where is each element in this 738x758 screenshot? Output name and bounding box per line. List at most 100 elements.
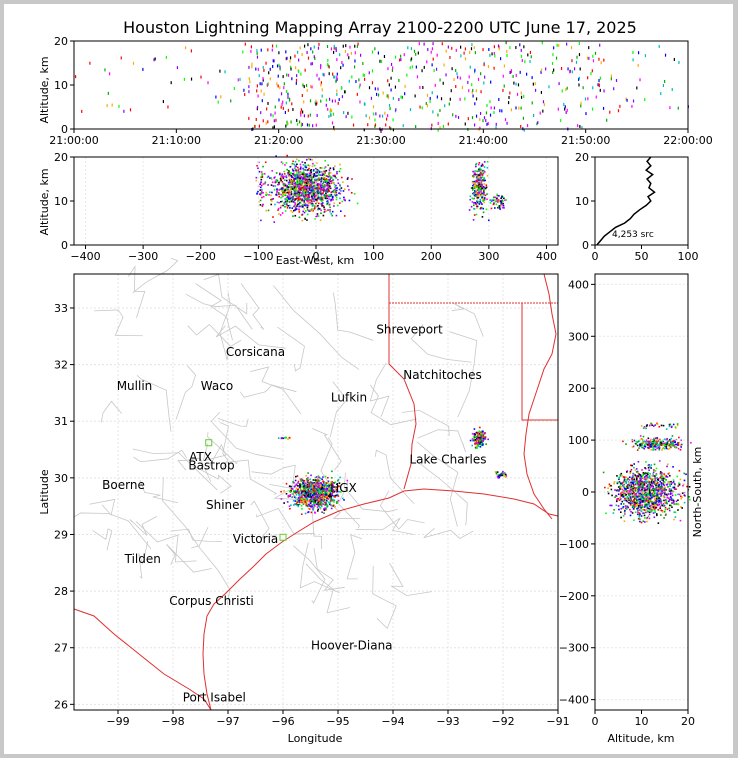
map-point (337, 479, 339, 482)
ew-point (302, 173, 304, 176)
ew-point (317, 169, 320, 172)
time-point (331, 121, 334, 125)
ns-point (637, 486, 640, 489)
ew-point (281, 195, 284, 197)
time-point (426, 104, 429, 108)
ew-point (313, 193, 315, 195)
time-point (310, 47, 312, 51)
map-point (292, 499, 295, 502)
city-label: Mullin (117, 379, 153, 393)
ew-point (323, 210, 326, 213)
map-point (321, 478, 323, 481)
map-point (313, 484, 315, 487)
ns-point (688, 496, 690, 498)
map-point (311, 492, 314, 495)
map-point (293, 489, 295, 492)
ew-point (288, 204, 291, 207)
ns-point (633, 439, 636, 442)
ns-point (649, 507, 652, 510)
ew-point (270, 177, 272, 179)
map-point (295, 487, 298, 490)
ew-point (298, 186, 301, 188)
time-point (336, 77, 338, 81)
ns-point (645, 467, 647, 470)
map-point (319, 507, 321, 509)
ew-point (290, 190, 293, 193)
ew-point (310, 175, 313, 178)
ew-point (329, 209, 331, 211)
map-point (294, 503, 297, 505)
ns-point (656, 483, 659, 486)
ns-point (620, 486, 622, 488)
ew-point (315, 171, 318, 174)
ns-point (612, 512, 615, 514)
time-point (582, 86, 584, 90)
ew-point (304, 164, 306, 167)
map-point (501, 474, 503, 476)
time-point (431, 47, 434, 51)
ns-point (624, 513, 626, 515)
ns-point (647, 480, 650, 482)
time-point (519, 70, 521, 74)
ew-point (304, 210, 307, 212)
map-point (478, 430, 481, 433)
time-point (349, 45, 351, 49)
city-label: HGX (330, 481, 357, 495)
time-point (251, 65, 253, 69)
time-point (415, 65, 417, 69)
ew-point (296, 175, 299, 178)
ns-point (622, 494, 625, 497)
map-point (332, 499, 334, 501)
ns-point (608, 485, 611, 487)
time-point (534, 88, 537, 92)
ew-point (296, 197, 299, 200)
ew-point (307, 193, 309, 196)
ns-point (618, 481, 621, 483)
ew-point (481, 187, 483, 190)
time-point (389, 107, 391, 111)
time-point (295, 78, 298, 82)
ns-point (661, 479, 663, 481)
ns-point (637, 484, 640, 486)
time-point (162, 100, 164, 104)
ns-point (641, 495, 644, 498)
ew-point (299, 205, 301, 208)
map-point (324, 488, 326, 491)
ew-point (299, 181, 301, 183)
time-point (356, 92, 358, 96)
ew-point (261, 173, 264, 175)
ns-point (651, 475, 653, 477)
map-point (330, 488, 332, 490)
ew-point (305, 158, 308, 161)
time-point (532, 113, 535, 117)
map-point (328, 501, 330, 504)
ns-point (639, 504, 642, 507)
map-point (305, 499, 307, 501)
ew-point (291, 168, 294, 171)
time-point (625, 97, 627, 101)
time-point (580, 101, 582, 105)
map-point (324, 492, 327, 494)
ns-point (663, 505, 665, 507)
map-point (329, 496, 331, 499)
ns-point (667, 493, 670, 495)
ew-point (486, 198, 488, 201)
ew-point (313, 190, 315, 193)
ew-point (287, 172, 289, 174)
ew-point (298, 185, 301, 187)
ew-point (474, 182, 476, 184)
ew-point (305, 196, 308, 198)
time-point (398, 98, 400, 102)
time-point (677, 106, 679, 110)
map-point (314, 512, 316, 514)
ew-point (301, 189, 304, 191)
time-point (597, 83, 599, 87)
ew-point (301, 219, 304, 222)
map-point (328, 503, 331, 506)
time-point (284, 110, 286, 114)
ns-point (643, 472, 646, 475)
map-point (301, 494, 303, 496)
time-point (443, 63, 445, 67)
map-point (498, 476, 501, 479)
map-point (311, 499, 314, 501)
